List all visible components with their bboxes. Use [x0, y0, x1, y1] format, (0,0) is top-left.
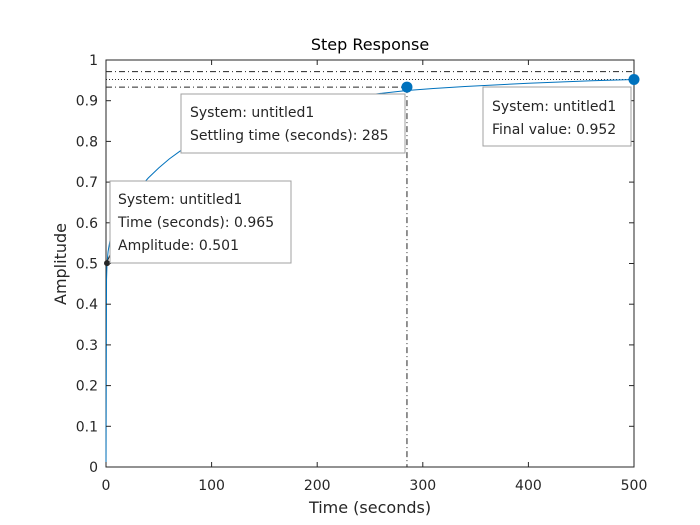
y-tick-label: 0.1: [76, 419, 98, 435]
x-axis-label: Time (seconds): [308, 498, 431, 517]
datatip-settling[interactable]: System: untitled1 Settling time (seconds…: [180, 93, 406, 154]
datatip-final-box: [482, 86, 632, 147]
datatip-rise[interactable]: System: untitled1 Time (seconds): 0.965 …: [105, 180, 292, 265]
datatip-rise-line-2: Time (seconds): 0.965: [117, 215, 274, 231]
axis-ticks: 0 100 200 300 400 500 0 0.1 0.2 0.3 0.4 0.5 0.6 0.7 0.…: [76, 53, 648, 494]
datatip-rise-line-1: System: untitled1: [118, 192, 242, 208]
x-tick-label: 500: [621, 478, 648, 494]
datatip-markers: [104, 74, 640, 267]
datatip-final[interactable]: System: untitled1 Final value: 0.952: [482, 86, 632, 147]
y-axis-label: Amplitude: [51, 223, 70, 305]
y-tick-label: 0.2: [76, 379, 98, 395]
y-tick-label: 0.6: [76, 216, 98, 232]
y-tick-label: 0.5: [76, 257, 98, 273]
x-tick-label: 300: [409, 478, 436, 494]
datatip-marker[interactable]: [628, 74, 640, 86]
x-tick-label: 0: [102, 478, 111, 494]
y-tick-label: 1: [89, 53, 98, 69]
datatip-rise-pointer: [105, 254, 111, 265]
x-tick-label: 100: [198, 478, 225, 494]
datatip-marker[interactable]: [401, 81, 413, 93]
datatip-final-line-2: Final value: 0.952: [492, 122, 616, 138]
datatip-settling-line-1: System: untitled1: [190, 105, 314, 121]
datatip-marker-small[interactable]: [104, 260, 111, 267]
x-tick-label: 200: [304, 478, 331, 494]
y-tick-label: 0.4: [76, 297, 98, 313]
y-tick-label: 0.7: [76, 175, 98, 191]
reference-lines: [106, 71, 634, 467]
datatip-settling-line-2: Settling time (seconds): 285: [190, 128, 389, 144]
y-tick-label: 0.9: [76, 94, 98, 110]
y-tick-label: 0.3: [76, 338, 98, 354]
x-tick-label: 400: [515, 478, 542, 494]
datatip-final-line-1: System: untitled1: [492, 99, 616, 115]
datatip-settling-box: [180, 93, 406, 154]
datatip-rise-line-3: Amplitude: 0.501: [118, 238, 239, 254]
y-tick-label: 0.8: [76, 134, 98, 150]
y-tick-label: 0: [89, 460, 98, 476]
datatip-rise-box: [109, 180, 292, 264]
chart-title: Step Response: [311, 35, 429, 54]
